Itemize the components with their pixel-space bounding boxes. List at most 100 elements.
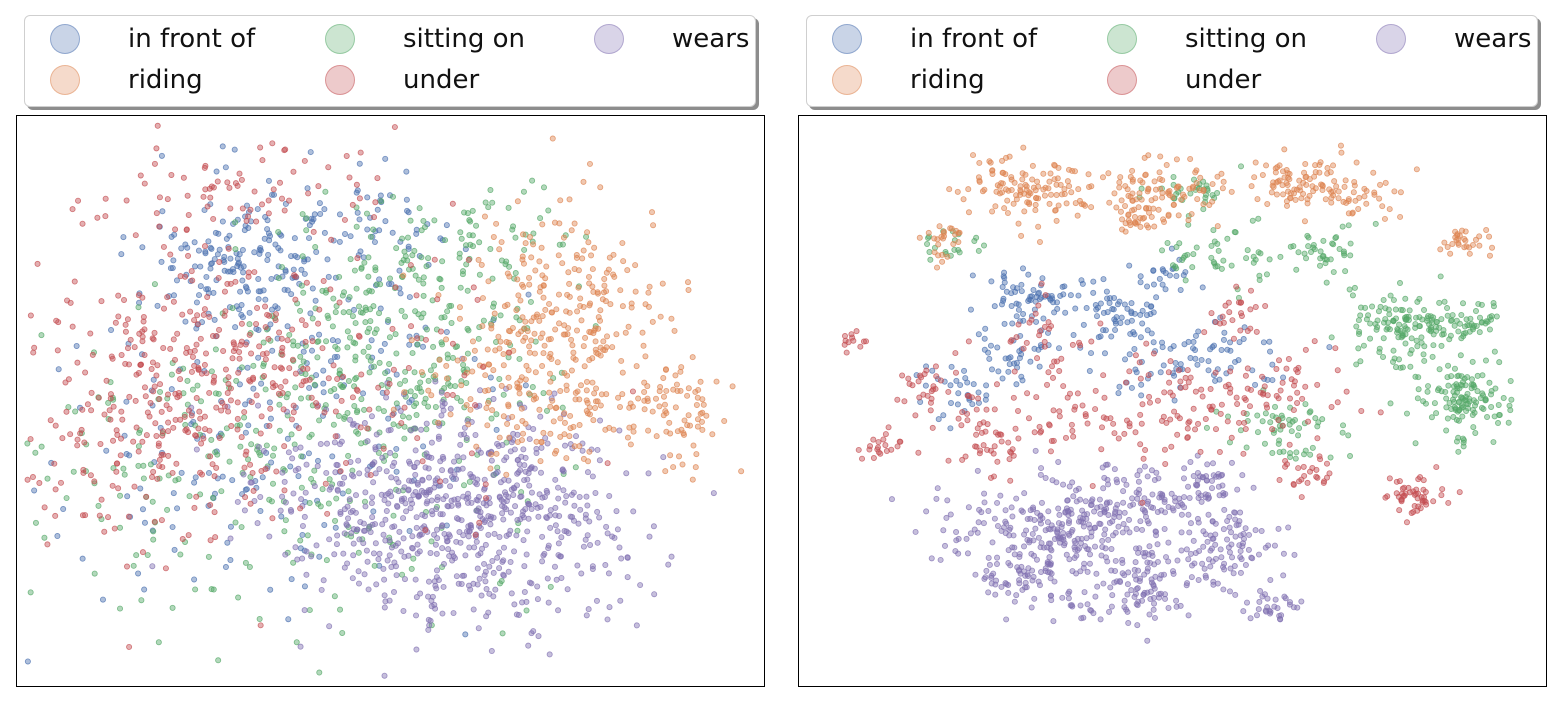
scatter-point — [133, 424, 140, 431]
scatter-point — [1415, 374, 1422, 381]
scatter-point — [325, 315, 332, 322]
scatter-point — [641, 389, 648, 396]
scatter-point — [1099, 543, 1106, 550]
scatter-point — [1444, 305, 1451, 312]
scatter-point — [184, 244, 191, 251]
scatter-point — [368, 413, 375, 420]
legend-label: wears — [672, 24, 750, 54]
scatter-point — [1129, 167, 1136, 174]
scatter-point — [418, 487, 425, 494]
scatter-point — [1302, 346, 1309, 353]
scatter-point — [1116, 184, 1123, 191]
scatter-point — [710, 490, 717, 497]
scatter-point — [548, 356, 555, 363]
scatter-point — [1159, 247, 1166, 254]
scatter-point — [126, 393, 133, 400]
scatter-point — [1022, 584, 1029, 591]
scatter-point — [1011, 598, 1018, 605]
scatter-point — [356, 333, 363, 340]
scatter-point — [557, 433, 564, 440]
scatter-point — [425, 616, 432, 623]
scatter-point — [994, 182, 1001, 189]
scatter-point — [1309, 444, 1316, 451]
scatter-point — [414, 481, 421, 488]
scatter-point — [508, 486, 515, 493]
scatter-point — [149, 335, 156, 342]
scatter-point — [159, 432, 166, 439]
scatter-point — [1363, 188, 1370, 195]
scatter-point — [1324, 170, 1331, 177]
scatter-point — [382, 218, 389, 225]
scatter-point — [551, 563, 558, 570]
scatter-point — [392, 563, 399, 570]
scatter-point — [601, 276, 608, 283]
scatter-point — [1128, 587, 1135, 594]
scatter-point — [1225, 381, 1232, 388]
scatter-point — [1178, 196, 1185, 203]
scatter-point — [1273, 366, 1280, 373]
scatter-point — [1064, 178, 1071, 185]
scatter-point — [1450, 396, 1457, 403]
scatter-point — [1098, 446, 1105, 453]
scatter-point — [516, 390, 523, 397]
scatter-point — [404, 257, 411, 264]
scatter-point — [1328, 403, 1335, 410]
scatter-point — [189, 386, 196, 393]
scatter-point — [1148, 197, 1155, 204]
scatter-point — [666, 419, 673, 426]
scatter-point — [99, 596, 106, 603]
scatter-point — [1406, 307, 1413, 314]
scatter-point — [1464, 374, 1471, 381]
scatter-point — [1082, 498, 1089, 505]
scatter-point — [1144, 565, 1151, 572]
scatter-point — [964, 379, 971, 386]
scatter-point — [1214, 173, 1221, 180]
scatter-point — [229, 477, 236, 484]
scatter-point — [552, 405, 559, 412]
scatter-point — [1424, 317, 1431, 324]
scatter-point — [592, 404, 599, 411]
scatter-point — [1441, 298, 1448, 305]
scatter-point — [547, 403, 554, 410]
scatter-point — [299, 522, 306, 529]
scatter-point — [1295, 249, 1302, 256]
scatter-point — [290, 409, 297, 416]
scatter-point — [1263, 271, 1270, 278]
scatter-point — [338, 438, 345, 445]
scatter-point — [1005, 187, 1012, 194]
scatter-point — [443, 375, 450, 382]
scatter-point — [1011, 179, 1018, 186]
scatter-point — [987, 447, 994, 454]
scatter-point — [1283, 180, 1290, 187]
scatter-point — [467, 522, 474, 529]
scatter-point — [546, 370, 553, 377]
scatter-point — [411, 393, 418, 400]
scatter-point — [978, 429, 985, 436]
scatter-point — [57, 479, 64, 486]
scatter-point — [522, 240, 529, 247]
scatter-point — [575, 267, 582, 274]
scatter-point — [135, 462, 142, 469]
scatter-point — [603, 523, 610, 530]
scatter-point — [307, 310, 314, 317]
scatter-point — [137, 485, 144, 492]
scatter-point — [200, 435, 207, 442]
scatter-point — [488, 648, 495, 655]
scatter-point — [227, 535, 234, 542]
scatter-point — [353, 374, 360, 381]
scatter-point — [381, 672, 388, 679]
scatter-point — [992, 203, 999, 210]
scatter-point — [510, 491, 517, 498]
scatter-point — [203, 350, 209, 357]
scatter-point — [301, 513, 308, 520]
scatter-point — [1199, 284, 1206, 291]
scatter-point — [1250, 484, 1257, 491]
scatter-point — [944, 253, 951, 260]
scatter-point — [581, 363, 588, 370]
scatter-point — [272, 382, 279, 389]
scatter-point — [685, 412, 692, 419]
scatter-point — [875, 439, 882, 446]
scatter-point — [525, 390, 532, 397]
scatter-point — [391, 459, 398, 466]
scatter-point — [1000, 295, 1007, 302]
